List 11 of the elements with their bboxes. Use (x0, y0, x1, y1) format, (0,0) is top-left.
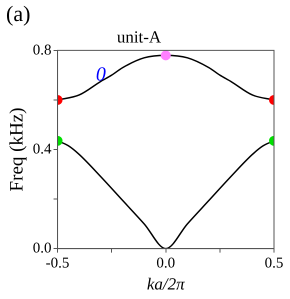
chart-title: unit-A (116, 28, 162, 47)
y-axis-title: Freq (kHz) (6, 108, 28, 192)
text: (a) (6, 0, 30, 26)
x-tick-label: -0.5 (46, 256, 70, 272)
y-tick-label: 0.4 (32, 141, 52, 158)
x-tick-label: 0.0 (156, 256, 176, 272)
annotation: 0 (96, 63, 106, 86)
x-axis-title: ka/2π (146, 274, 186, 294)
y-tick-label: 0.0 (32, 240, 52, 257)
x-tick-label: 0.5 (264, 256, 284, 272)
y-tick-label: 0.8 (32, 42, 52, 58)
